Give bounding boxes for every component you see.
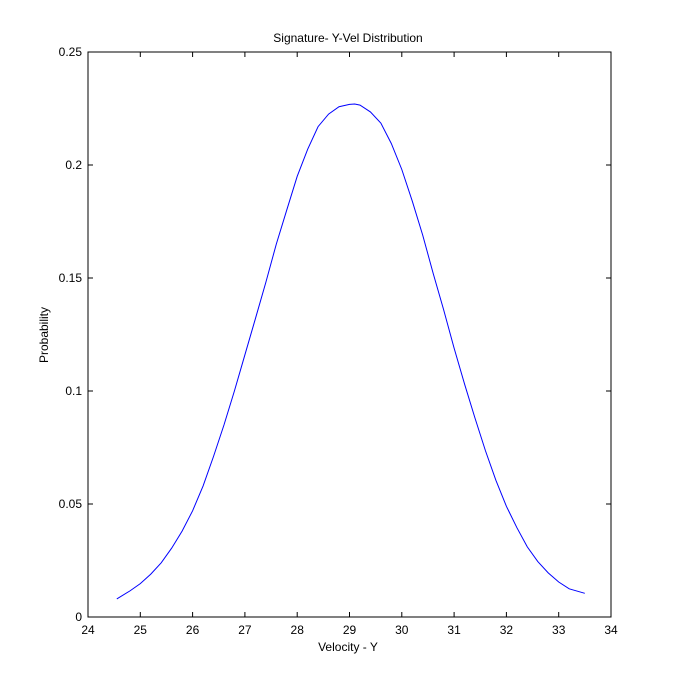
y-axis-ticks: 0 0.05 0.1 0.15 0.2 0.25 — [59, 45, 611, 624]
y-tick-label: 0.15 — [59, 271, 83, 285]
x-tick-label: 32 — [500, 623, 514, 637]
x-tick-label: 34 — [604, 623, 618, 637]
x-tick-label: 26 — [186, 623, 200, 637]
x-tick-label: 28 — [291, 623, 305, 637]
plot-area: 24 25 26 27 28 29 30 31 32 33 34 0 0.05 0.1 0.15 0.2 0.… — [59, 45, 618, 637]
series-line — [116, 103, 585, 600]
y-tick-label: 0.05 — [59, 497, 83, 511]
y-tick-label: 0 — [75, 610, 82, 624]
x-axis-ticks: 24 25 26 27 28 29 30 31 32 33 34 — [81, 52, 618, 637]
x-tick-label: 27 — [238, 623, 252, 637]
y-tick-label: 0.2 — [65, 158, 82, 172]
chart-title: Signature- Y-Vel Distribution — [273, 31, 422, 45]
x-tick-label: 24 — [81, 623, 95, 637]
y-tick-label: 0.1 — [65, 384, 82, 398]
x-tick-label: 29 — [343, 623, 357, 637]
x-tick-label: 31 — [447, 623, 461, 637]
x-tick-label: 30 — [395, 623, 409, 637]
y-axis-label: Probability — [37, 307, 51, 363]
x-tick-label: 25 — [134, 623, 148, 637]
y-tick-label: 0.25 — [59, 45, 83, 59]
x-tick-label: 33 — [552, 623, 566, 637]
x-axis-label: Velocity - Y — [318, 640, 378, 654]
